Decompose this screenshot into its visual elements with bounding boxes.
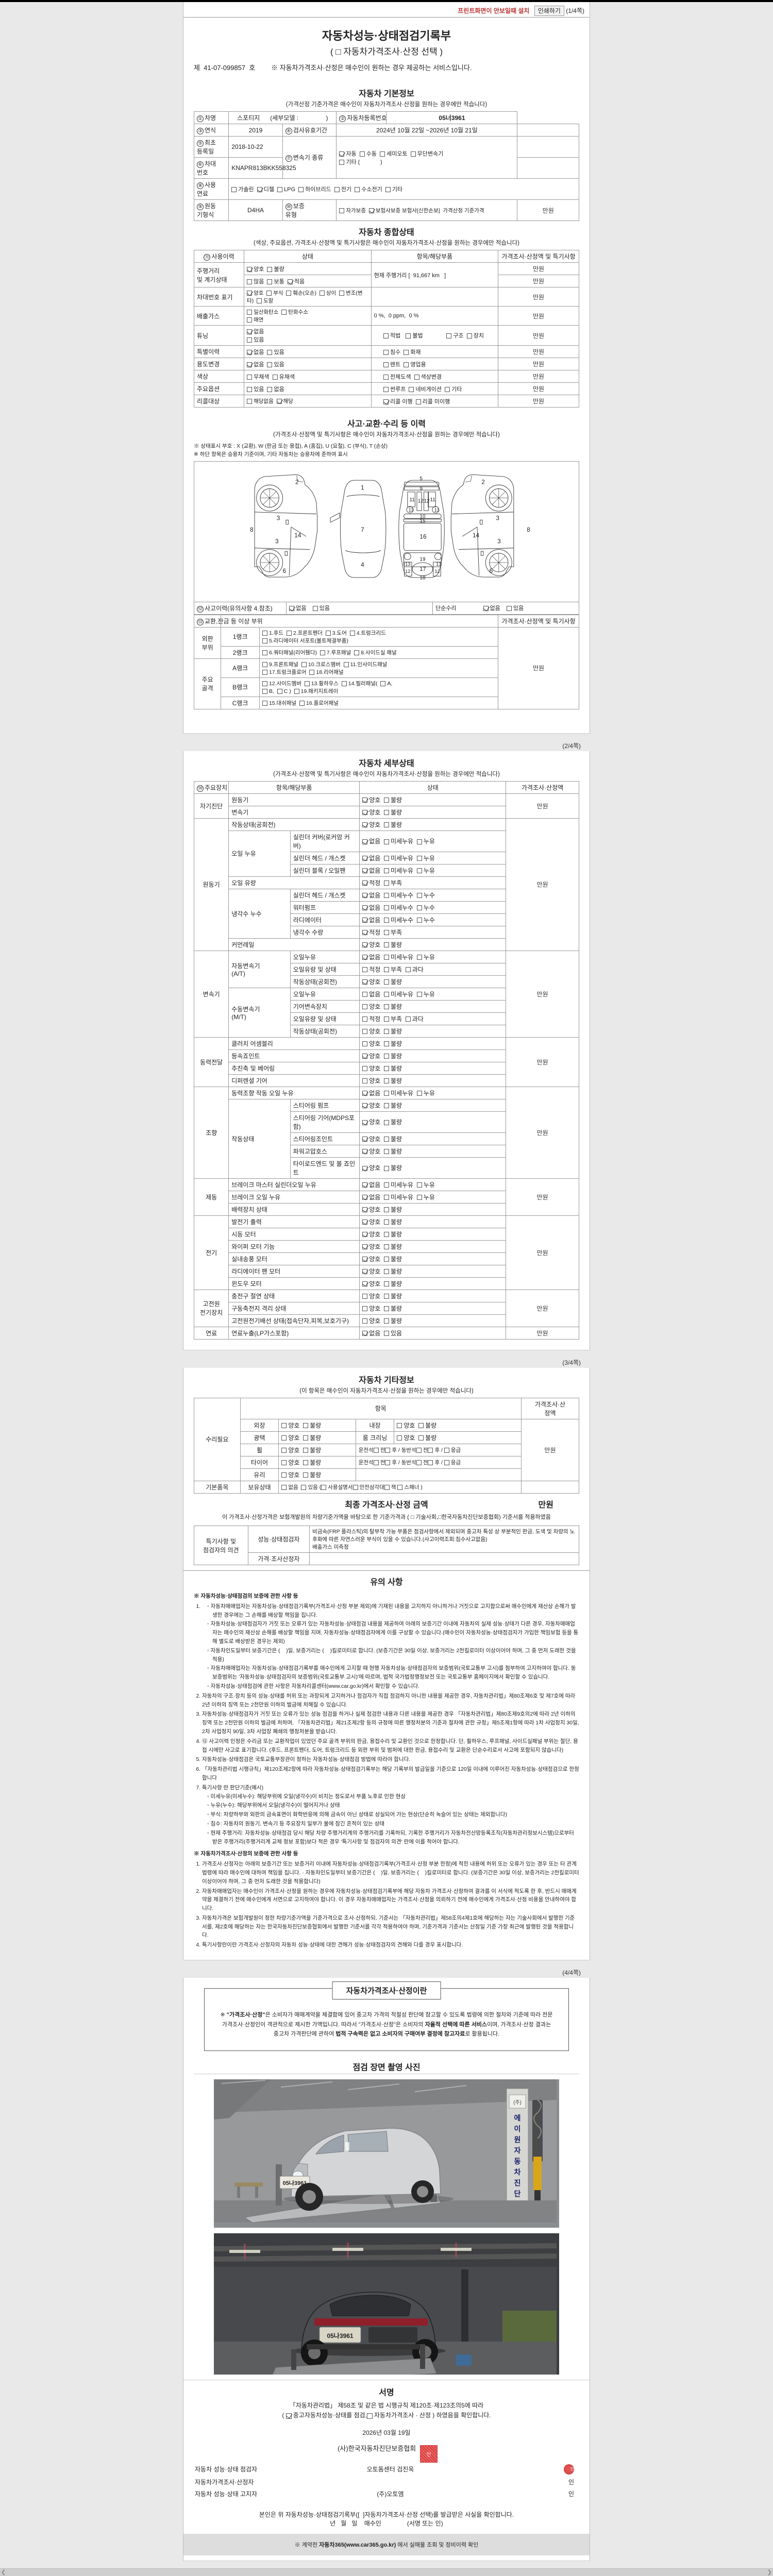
svg-text:13: 13 (434, 507, 440, 512)
svg-text:13: 13 (436, 562, 441, 567)
svg-text:9: 9 (419, 486, 423, 492)
svg-text:에: 에 (514, 2114, 521, 2122)
svg-text:7: 7 (361, 527, 364, 533)
svg-text:이: 이 (514, 2125, 521, 2133)
svg-text:11: 11 (430, 497, 435, 503)
svg-text:17: 17 (419, 566, 426, 572)
svg-text:(주): (주) (513, 2100, 522, 2106)
svg-text:동: 동 (514, 2157, 521, 2165)
svg-text:6: 6 (490, 567, 493, 574)
svg-text:3: 3 (277, 515, 280, 521)
svg-text:8: 8 (250, 527, 254, 533)
svg-text:1: 1 (361, 484, 364, 491)
svg-text:3: 3 (496, 515, 499, 521)
svg-text:12: 12 (418, 498, 424, 504)
svg-text:자: 자 (514, 2146, 521, 2155)
svg-text:3: 3 (275, 538, 279, 545)
svg-text:13: 13 (405, 562, 410, 567)
svg-text:3: 3 (497, 538, 501, 545)
svg-text:2: 2 (481, 479, 485, 485)
svg-text:13: 13 (409, 507, 414, 512)
svg-text:4: 4 (361, 562, 364, 568)
svg-text:14: 14 (473, 532, 480, 538)
svg-text:8: 8 (527, 527, 530, 533)
svg-text:2: 2 (295, 479, 299, 485)
svg-text:12: 12 (405, 568, 410, 573)
svg-text:진: 진 (514, 2179, 521, 2187)
svg-text:16: 16 (419, 533, 427, 540)
svg-text:6: 6 (283, 567, 287, 574)
svg-text:원: 원 (514, 2136, 521, 2144)
svg-text:05나3961: 05나3961 (327, 2332, 353, 2340)
svg-text:5: 5 (419, 476, 423, 482)
svg-text:19: 19 (419, 556, 426, 562)
svg-text:11: 11 (409, 497, 415, 503)
svg-text:12: 12 (434, 568, 440, 573)
svg-text:18: 18 (419, 575, 426, 581)
svg-text:12: 12 (424, 498, 430, 504)
svg-text:15: 15 (419, 518, 426, 524)
svg-text:14: 14 (294, 532, 301, 538)
svg-text:단: 단 (514, 2190, 521, 2198)
svg-text:차: 차 (514, 2168, 521, 2176)
